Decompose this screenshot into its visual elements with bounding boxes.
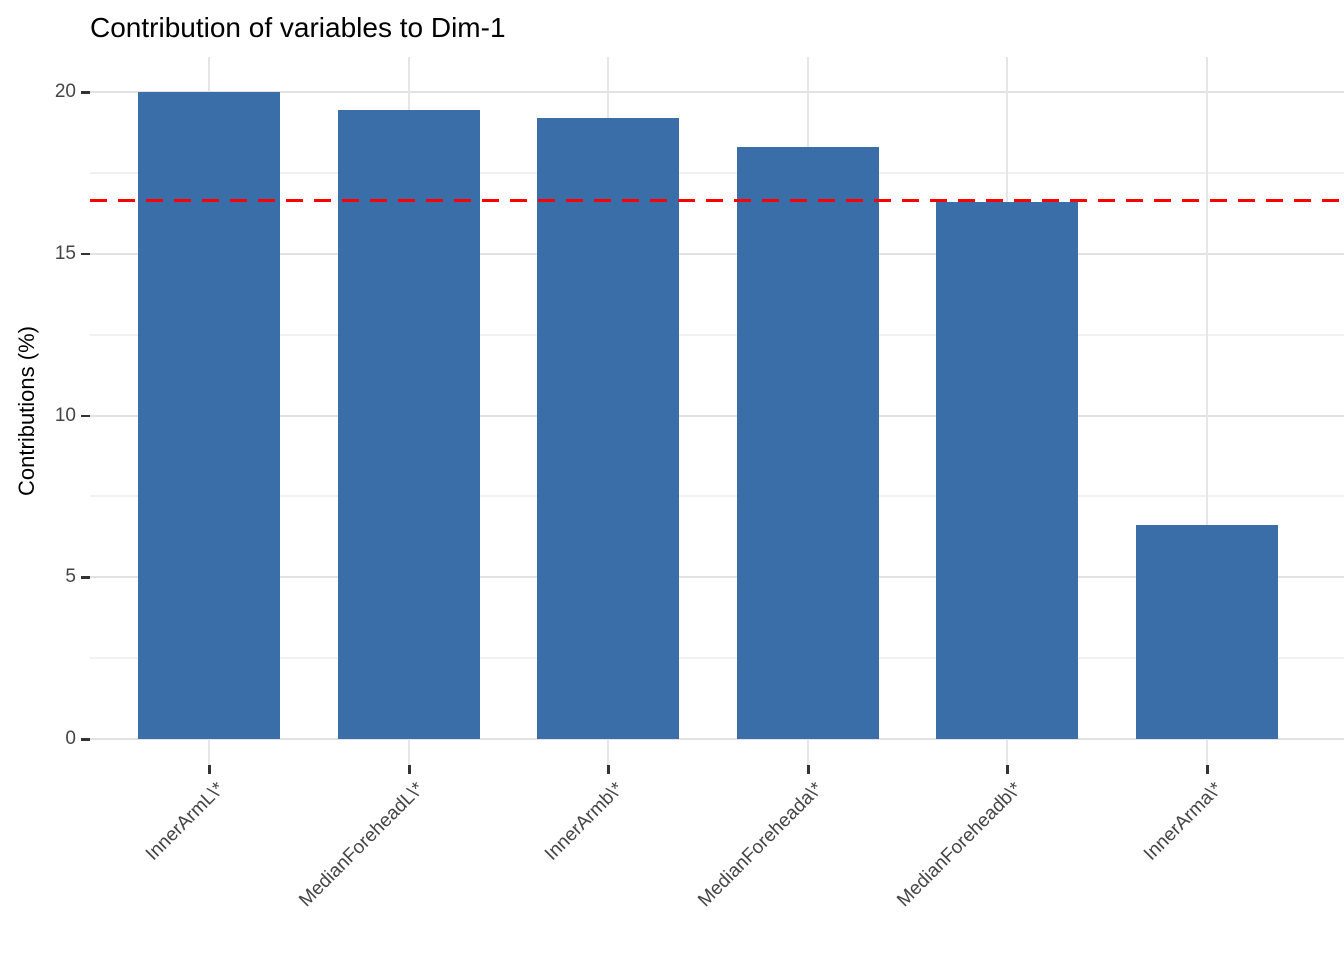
x-tick-label-5: MedianForeheadb\*	[893, 778, 1027, 912]
bar-InnerArmL	[138, 92, 280, 739]
x-tick-label-2: MedianForeheadL\*	[295, 778, 429, 912]
gridline-minor-y-2.5	[90, 657, 1344, 660]
x-tick-label-3: InnerArmb\*	[540, 778, 628, 865]
bar-InnerArma	[1136, 525, 1278, 739]
y-tick-label-15: 15	[54, 242, 76, 264]
x-tick-mark-6	[1206, 765, 1209, 774]
gridline-major-y-0	[90, 738, 1344, 740]
y-tick-mark-0	[81, 738, 90, 741]
y-tick-mark-5	[81, 576, 90, 579]
x-tick-label-4: MedianForeheada\*	[694, 778, 828, 912]
chart-title: Contribution of variables to Dim-1	[90, 12, 506, 43]
y-tick-label-5: 5	[65, 566, 76, 588]
gridline-major-y-10	[90, 414, 1344, 417]
gridline-major-y-15	[90, 252, 1344, 255]
reference-line	[90, 198, 1344, 202]
x-tick-label-1: InnerArmL\*	[141, 778, 229, 865]
y-tick-label-0: 0	[65, 728, 76, 749]
x-tick-mark-4	[807, 765, 810, 774]
gridline-x-category-6	[1206, 57, 1208, 765]
gridline-minor-y-12.5	[90, 333, 1344, 336]
y-tick-label-10: 10	[54, 404, 76, 426]
gridline-minor-y-7.5	[90, 495, 1344, 498]
bar-InnerArmb	[537, 117, 679, 739]
bar-MedianForeheada	[737, 146, 879, 739]
gridline-minor-y-17.5	[90, 171, 1344, 174]
y-tick-mark-10	[81, 414, 90, 417]
x-tick-mark-2	[408, 765, 411, 774]
plot-panel	[90, 57, 1344, 765]
y-tick-mark-15	[81, 252, 90, 256]
bar-MedianForeheadb	[936, 201, 1078, 739]
y-tick-label-20: 20	[54, 81, 76, 102]
x-tick-label-6: InnerArma\*	[1139, 778, 1227, 865]
y-tick-mark-20	[81, 91, 90, 94]
gridline-major-y-20	[90, 91, 1344, 93]
bar-MedianForeheadL	[338, 109, 480, 739]
x-tick-mark-1	[208, 765, 211, 774]
x-tick-mark-3	[607, 765, 610, 774]
gridline-major-y-5	[90, 576, 1344, 579]
x-tick-mark-5	[1006, 765, 1009, 774]
